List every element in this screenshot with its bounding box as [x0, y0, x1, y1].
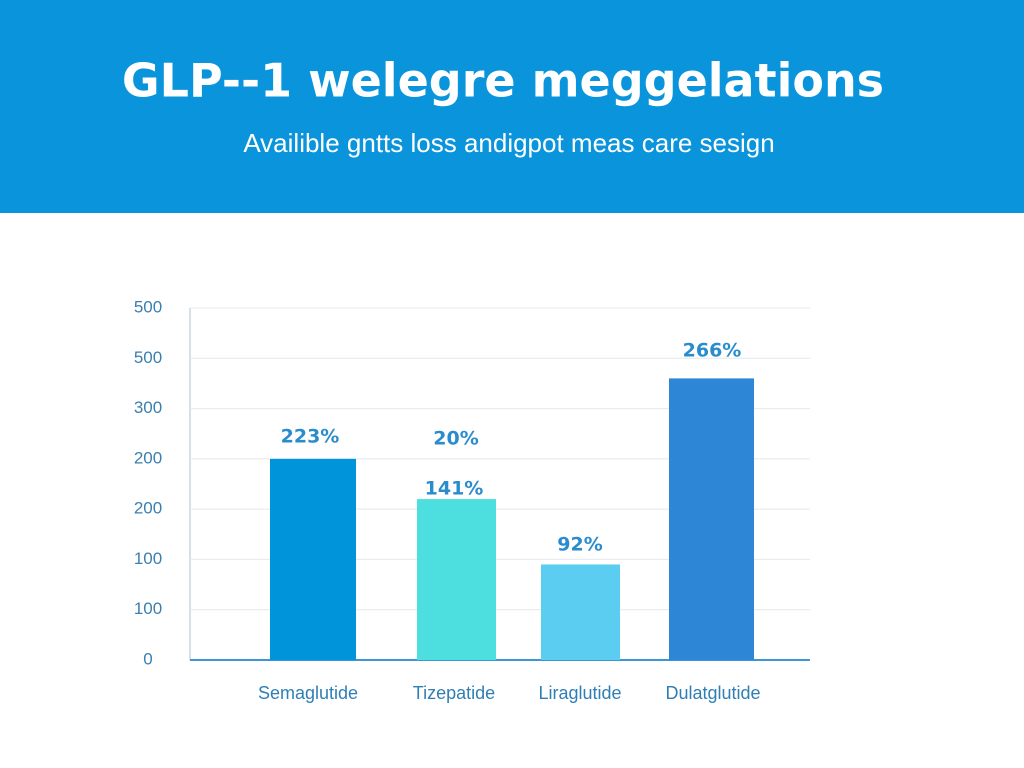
y-tick-label: 0	[143, 649, 152, 668]
annotation: 20%	[433, 428, 478, 450]
y-tick-label: 200	[134, 448, 162, 467]
y-tick-label: 100	[134, 549, 162, 568]
x-tick-label: Dulatglutide	[665, 683, 760, 703]
annotation: 92%	[557, 534, 602, 556]
y-tick-label: 100	[134, 599, 162, 618]
y-tick-label: 200	[134, 499, 162, 518]
y-tick-label: 500	[134, 348, 162, 367]
x-tick-label: Semaglutide	[258, 683, 358, 703]
x-tick-label: Liraglutide	[538, 683, 621, 703]
bar	[270, 458, 356, 660]
x-tick-label: Tizepatide	[413, 683, 495, 703]
annotation: 223%	[281, 426, 340, 448]
header-band	[0, 0, 1024, 213]
bar	[417, 499, 496, 660]
annotation: 141%	[425, 478, 484, 500]
y-tick-label: 300	[134, 398, 162, 417]
chart-title: GLP--1 welegre meggelations	[122, 54, 884, 108]
annotation: 266%	[683, 340, 742, 362]
bar	[541, 564, 620, 660]
y-tick-label: 500	[134, 297, 162, 316]
chart-subtitle: Availible gntts loss andigpot meas care …	[243, 128, 774, 158]
bar	[669, 378, 754, 660]
